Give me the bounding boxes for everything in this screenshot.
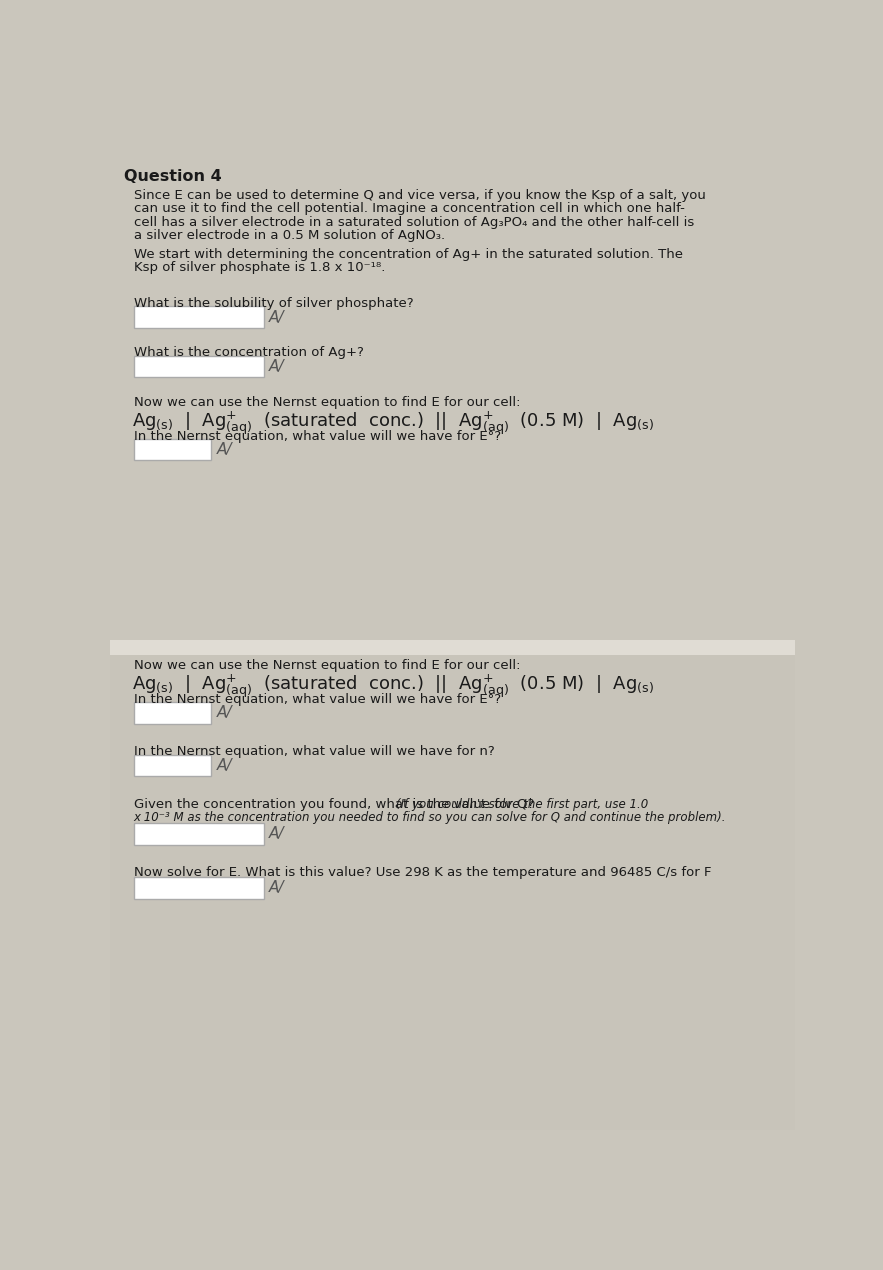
Bar: [110, 152, 795, 653]
Text: a silver electrode in a 0.5 M solution of AgNO₃.: a silver electrode in a 0.5 M solution o…: [133, 229, 445, 241]
Text: A/: A/: [216, 705, 232, 720]
Text: Since E can be used to determine Q and vice versa, if you know the Ksp of a salt: Since E can be used to determine Q and v…: [133, 189, 706, 202]
Text: In the Nernst equation, what value will we have for E°?: In the Nernst equation, what value will …: [133, 693, 501, 706]
Text: A/: A/: [269, 310, 284, 325]
Text: Given the concentration you found, what is the value for Q?: Given the concentration you found, what …: [133, 798, 539, 810]
Text: What is the concentration of Ag+?: What is the concentration of Ag+?: [133, 347, 364, 359]
FancyBboxPatch shape: [133, 306, 264, 328]
FancyBboxPatch shape: [133, 439, 211, 461]
FancyBboxPatch shape: [133, 754, 211, 776]
Text: Ag$_{\mathregular{(s)}}$  |  Ag$^{\mathregular{+}}_{\mathregular{(aq)}}$  $\math: Ag$_{\mathregular{(s)}}$ | Ag$^{\mathreg…: [132, 673, 654, 701]
Text: Now we can use the Nernst equation to find E for our cell:: Now we can use the Nernst equation to fi…: [133, 396, 520, 409]
Text: We start with determining the concentration of Ag+ in the saturated solution. Th: We start with determining the concentrat…: [133, 248, 683, 260]
Text: can use it to find the cell potential. Imagine a concentration cell in which one: can use it to find the cell potential. I…: [133, 202, 684, 216]
Text: (If you couldn't solve the first part, use 1.0: (If you couldn't solve the first part, u…: [396, 798, 648, 810]
Text: A/: A/: [269, 359, 284, 373]
FancyBboxPatch shape: [133, 702, 211, 724]
Text: A/: A/: [269, 880, 284, 895]
Text: In the Nernst equation, what value will we have for n?: In the Nernst equation, what value will …: [133, 745, 494, 758]
Text: A/: A/: [216, 442, 232, 457]
Bar: [110, 653, 795, 1130]
FancyBboxPatch shape: [133, 823, 264, 845]
Text: Ag$_{\mathregular{(s)}}$  |  Ag$^{\mathregular{+}}_{\mathregular{(aq)}}$  $\math: Ag$_{\mathregular{(s)}}$ | Ag$^{\mathreg…: [132, 410, 654, 437]
Text: A/: A/: [216, 758, 232, 773]
Text: What is the solubility of silver phosphate?: What is the solubility of silver phospha…: [133, 297, 413, 310]
Text: Now solve for E. What is this value? Use 298 K as the temperature and 96485 C/s : Now solve for E. What is this value? Use…: [133, 866, 711, 879]
Text: Now we can use the Nernst equation to find E for our cell:: Now we can use the Nernst equation to fi…: [133, 659, 520, 672]
Text: A/: A/: [269, 827, 284, 841]
Text: x 10⁻³ M as the concentration you needed to find so you can solve for Q and cont: x 10⁻³ M as the concentration you needed…: [133, 810, 726, 824]
Text: In the Nernst equation, what value will we have for E°?: In the Nernst equation, what value will …: [133, 429, 501, 443]
Text: cell has a silver electrode in a saturated solution of Ag₃PO₄ and the other half: cell has a silver electrode in a saturat…: [133, 216, 694, 229]
Bar: [110, 640, 795, 655]
Text: Ksp of silver phosphate is 1.8 x 10⁻¹⁸.: Ksp of silver phosphate is 1.8 x 10⁻¹⁸.: [133, 260, 385, 274]
Text: Question 4: Question 4: [125, 169, 223, 184]
FancyBboxPatch shape: [133, 878, 264, 899]
FancyBboxPatch shape: [133, 356, 264, 377]
